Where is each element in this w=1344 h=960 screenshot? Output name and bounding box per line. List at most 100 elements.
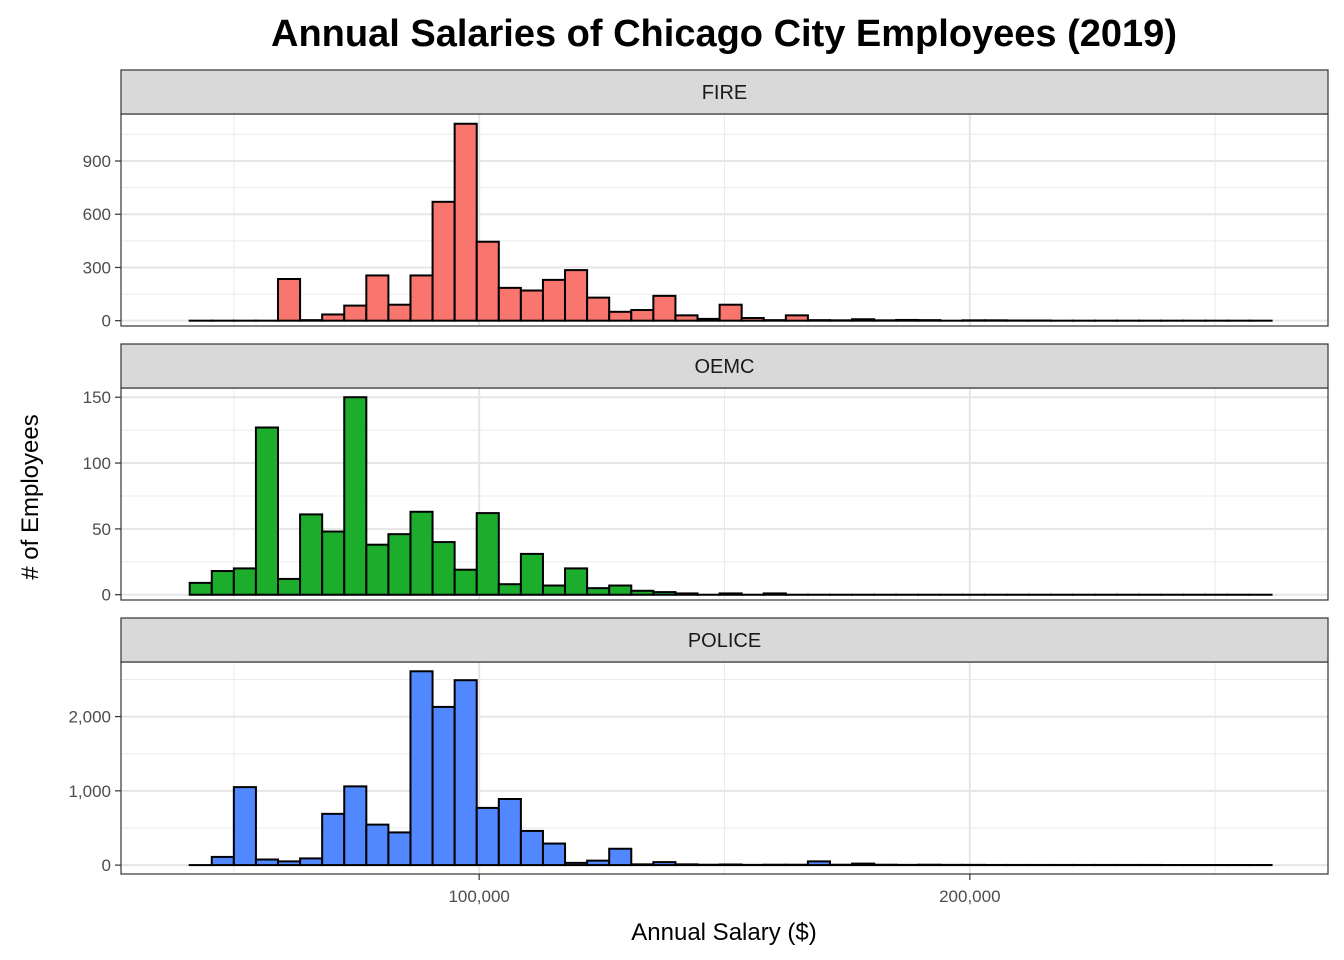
- histogram-bar: [431, 541, 456, 596]
- histogram-bar: [343, 396, 368, 596]
- histogram-bar: [210, 855, 235, 867]
- histogram-bar: [409, 274, 434, 322]
- histogram-bar: [586, 859, 611, 867]
- histogram-bar: [541, 278, 567, 322]
- histogram-bar: [541, 842, 567, 867]
- histogram-bar: [652, 294, 677, 322]
- histogram-bar: [321, 313, 346, 322]
- histogram-bar: [519, 289, 544, 322]
- histogram-bar: [519, 829, 544, 867]
- y-tick-label: 100: [83, 454, 111, 473]
- histogram-bar: [453, 568, 478, 596]
- y-tick-label: 900: [83, 152, 111, 171]
- histogram-bar: [277, 860, 302, 867]
- histogram-bar: [630, 863, 655, 867]
- histogram-bar: [497, 286, 522, 322]
- histogram-bar: [652, 591, 677, 596]
- histogram-bars: [188, 396, 1273, 596]
- histogram-bar: [453, 122, 478, 322]
- y-tick-label: 1,000: [68, 782, 111, 801]
- y-tick-label: 0: [102, 856, 111, 875]
- panel-fire: 0 300 600 900 FIRE: [83, 69, 1329, 331]
- facet-strip-label: FIRE: [702, 82, 748, 104]
- histogram-bar: [762, 592, 787, 596]
- histogram-bar: [608, 310, 633, 322]
- facet-strip-label: OEMC: [695, 356, 755, 378]
- histogram-bar: [365, 823, 390, 867]
- histogram-bar: [277, 277, 302, 322]
- y-tick-label: 2,000: [68, 708, 111, 727]
- histogram-bar: [409, 670, 434, 867]
- histogram-bar: [784, 314, 809, 322]
- facet-strip: [120, 69, 1329, 115]
- facet-strip: [120, 343, 1329, 389]
- histogram-bar: [299, 857, 324, 867]
- histogram-bar: [851, 318, 876, 322]
- histogram-bar: [740, 317, 765, 322]
- histogram-bar: [762, 319, 787, 322]
- y-tick-label: 0: [102, 312, 111, 331]
- histogram-bar: [718, 863, 743, 867]
- chart-title: Annual Salaries of Chicago City Employee…: [271, 13, 1177, 55]
- y-tick-label: 300: [83, 258, 111, 277]
- histogram-bars: [188, 122, 1273, 322]
- histogram-bar: [586, 587, 611, 596]
- histogram-bar: [497, 583, 522, 596]
- histogram-bar: [475, 806, 500, 867]
- facet-strip-label: POLICE: [688, 630, 761, 652]
- y-tick-label: 0: [102, 586, 111, 605]
- histogram-bar: [674, 592, 699, 596]
- histogram-bar: [895, 318, 920, 322]
- histogram-bar: [365, 543, 390, 596]
- histogram-bar: [475, 512, 500, 596]
- histogram-bar: [674, 863, 699, 867]
- histogram-bar: [630, 309, 655, 322]
- y-axis-title: # of Employees: [17, 414, 44, 579]
- histogram-bar: [321, 812, 346, 867]
- histogram-bar: [431, 200, 456, 322]
- histogram-bar: [321, 530, 346, 596]
- histogram-bar: [806, 319, 831, 322]
- histogram-bar: [541, 584, 567, 596]
- histogram-bar: [387, 303, 412, 322]
- histogram-bar: [564, 861, 589, 867]
- facet-strip: [120, 617, 1329, 663]
- histogram-bar: [299, 319, 324, 322]
- histogram-bar: [718, 303, 743, 322]
- histogram-bar: [608, 847, 633, 867]
- x-axis-title: Annual Salary ($): [631, 919, 816, 946]
- panel-police: 0 1,000 2,000 POLICE 100,000 200,000: [68, 617, 1329, 906]
- y-tick-label: 50: [92, 520, 111, 539]
- histogram-bar: [254, 426, 280, 596]
- x-tick-label: 100,000: [448, 887, 509, 906]
- histogram-bar: [674, 314, 699, 322]
- histogram-bar: [343, 304, 368, 322]
- y-tick-label: 600: [83, 205, 111, 224]
- histogram-bar: [608, 584, 633, 596]
- histogram-bar: [806, 860, 831, 867]
- histogram-bar: [365, 274, 390, 322]
- histogram-bar: [630, 589, 655, 596]
- histogram-bar: [564, 269, 589, 322]
- histogram-bar: [409, 510, 434, 596]
- histogram-bar: [917, 319, 942, 322]
- panel-oemc: 0 50 100 150 OEMC: [83, 343, 1329, 605]
- histogram-bar: [299, 513, 324, 596]
- histogram-bar: [586, 296, 611, 322]
- y-tick-label: 150: [83, 388, 111, 407]
- histogram-bar: [232, 786, 257, 867]
- histogram-bar: [254, 858, 280, 867]
- histogram-bar: [475, 240, 500, 322]
- histogram-bar: [431, 705, 456, 867]
- histogram-bar: [210, 570, 235, 596]
- histogram-bar: [497, 798, 522, 867]
- histogram-bar: [519, 552, 544, 596]
- histogram-bar: [696, 317, 721, 322]
- histogram-bar: [718, 592, 743, 596]
- histogram-bar: [387, 533, 412, 596]
- histogram-bars: [188, 670, 1273, 867]
- histogram-bar: [387, 831, 412, 867]
- histogram-bar: [453, 679, 478, 867]
- histogram-bar: [188, 581, 213, 596]
